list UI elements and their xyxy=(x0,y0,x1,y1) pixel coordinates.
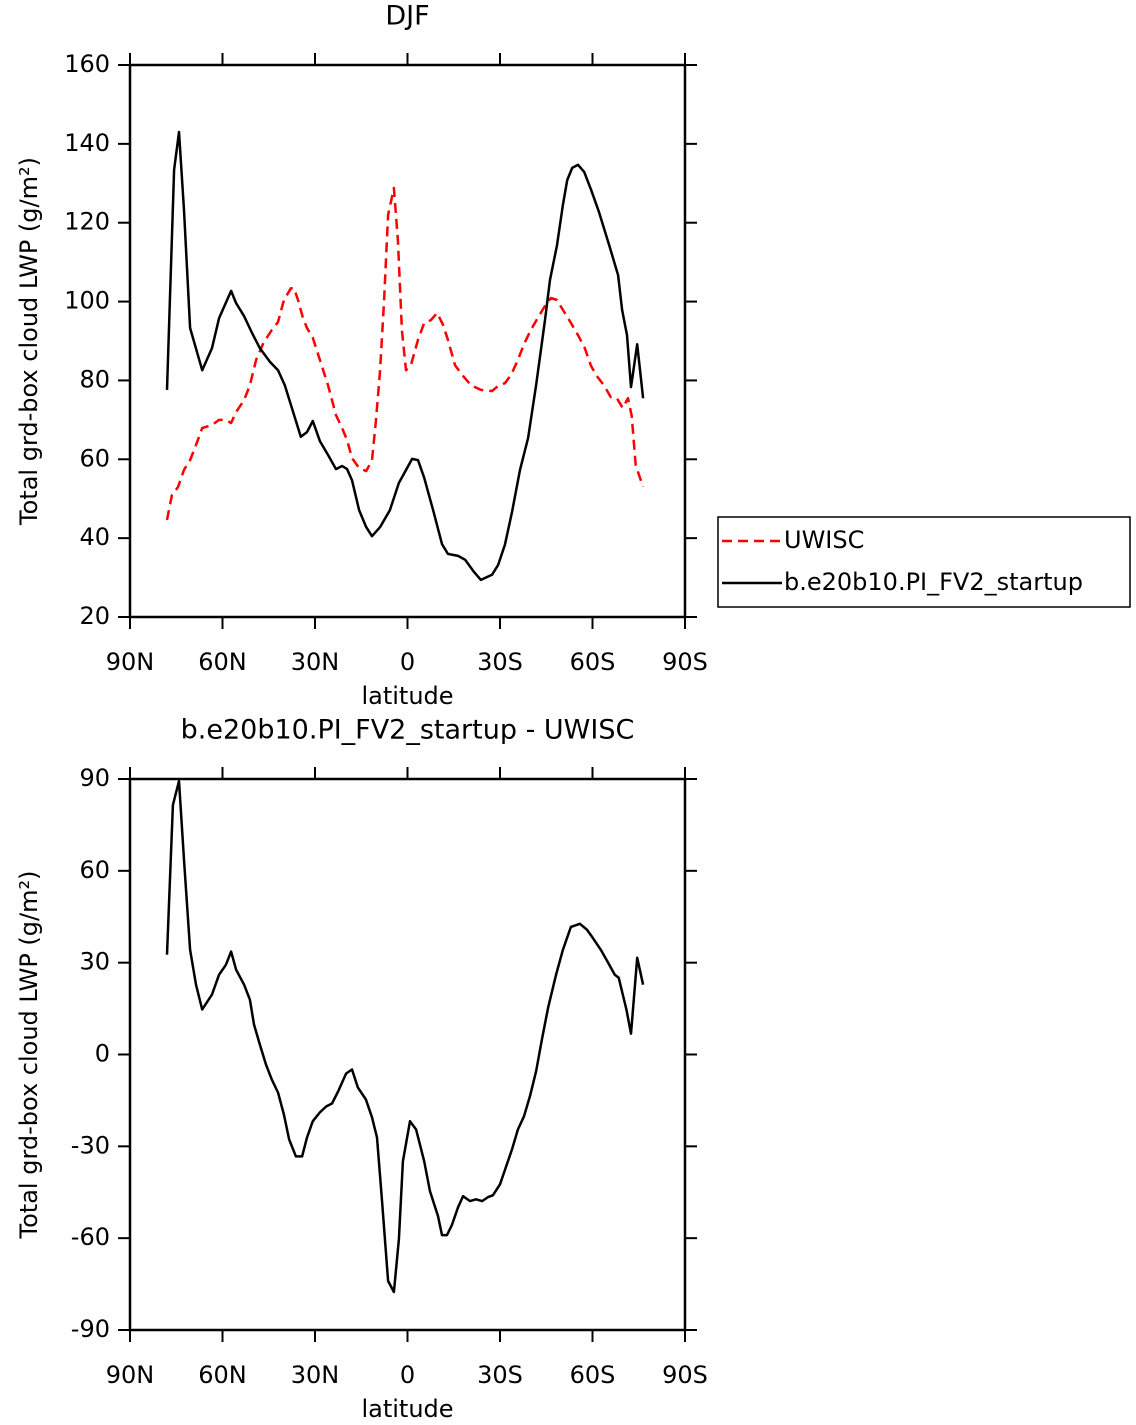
data-line xyxy=(165,779,645,1294)
y-tick-label: 40 xyxy=(79,523,110,551)
x-tick-label: 60S xyxy=(570,648,616,676)
x-tick-label: 90N xyxy=(106,648,155,676)
x-tick-label: 60N xyxy=(198,1361,247,1389)
y-tick-label: 100 xyxy=(64,287,110,315)
x-tick-label: 30S xyxy=(477,1361,523,1389)
y-tick-label: -90 xyxy=(71,1315,110,1343)
x-tick-label: 60S xyxy=(570,1361,616,1389)
x-axis-label: latitude xyxy=(361,1395,453,1423)
plot-frame xyxy=(128,777,687,1332)
y-axis-label: Total grd-box cloud LWP (g/m²) xyxy=(15,157,43,526)
data-line xyxy=(165,130,645,582)
legend-box xyxy=(717,516,1131,608)
y-tick-label: 160 xyxy=(64,50,110,78)
y-tick-label: 140 xyxy=(64,129,110,157)
y-tick-label: -60 xyxy=(71,1223,110,1251)
chart-title: DJF xyxy=(385,1,429,32)
x-tick-label: 90N xyxy=(106,1361,155,1389)
y-tick-label: 90 xyxy=(79,764,110,792)
y-tick-label: 80 xyxy=(79,365,110,393)
plot-frame xyxy=(128,63,687,619)
y-axis-label: Total grd-box cloud LWP (g/m²) xyxy=(15,871,43,1240)
x-tick-label: 60N xyxy=(198,648,247,676)
x-tick-label: 30S xyxy=(477,648,523,676)
y-tick-label: 0 xyxy=(95,1040,110,1068)
x-tick-label: 90S xyxy=(662,648,708,676)
data-line xyxy=(165,186,645,521)
x-tick-label: 0 xyxy=(400,648,415,676)
x-tick-label: 30N xyxy=(291,1361,340,1389)
y-tick-label: 60 xyxy=(79,856,110,884)
legend-label: UWISC xyxy=(784,526,864,554)
x-tick-label: 0 xyxy=(400,1361,415,1389)
x-axis-label: latitude xyxy=(361,682,453,710)
x-tick-label: 30N xyxy=(291,648,340,676)
legend-label: b.e20b10.PI_FV2_startup xyxy=(784,568,1083,596)
y-tick-label: 120 xyxy=(64,208,110,236)
y-tick-label: -30 xyxy=(71,1131,110,1159)
y-tick-label: 20 xyxy=(79,602,110,630)
y-tick-label: 60 xyxy=(79,444,110,472)
y-tick-label: 30 xyxy=(79,948,110,976)
chart-title: b.e20b10.PI_FV2_startup - UWISC xyxy=(181,715,635,746)
x-tick-label: 90S xyxy=(662,1361,708,1389)
